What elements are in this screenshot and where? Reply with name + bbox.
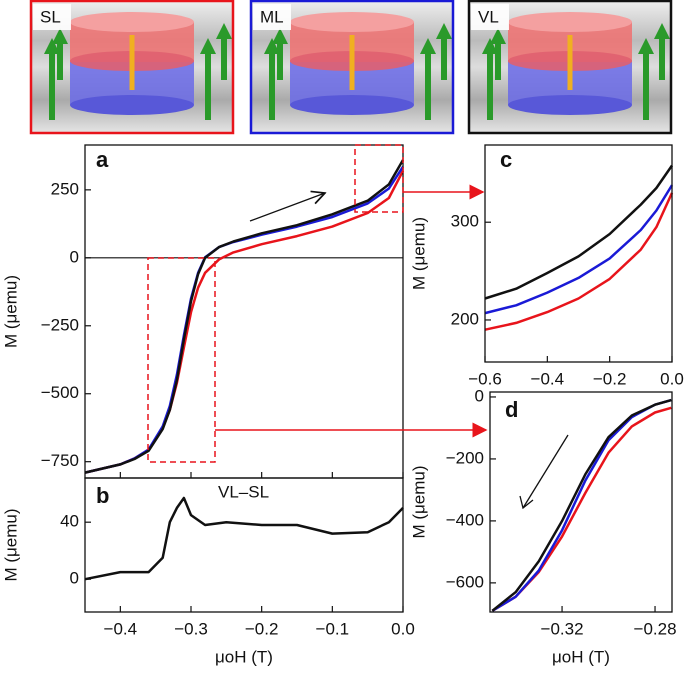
plot-frame: [484, 144, 673, 363]
field-arrow-head: [52, 28, 68, 44]
letter-bg: [92, 149, 114, 173]
inset: ML: [249, 0, 455, 135]
data-line: [484, 192, 674, 331]
inset-frame: [467, 0, 673, 135]
sweep-arrow: [249, 193, 325, 222]
x-axis-label: μoH (T): [552, 647, 610, 666]
inset-label: SL: [40, 7, 61, 26]
x-tick-label: −0.2: [593, 369, 627, 388]
field-arrow-head: [638, 38, 654, 54]
layer-bottom: [70, 95, 194, 115]
field-arrow-head: [654, 23, 670, 39]
y-axis-label: M (μemu): [409, 465, 428, 538]
y-tick-label: 300: [451, 212, 479, 231]
layer-top: [290, 12, 414, 32]
data-line: [484, 164, 674, 300]
x-tick-label: −0.1: [316, 619, 350, 638]
y-tick-label: −500: [41, 383, 79, 402]
y-tick-label: 200: [451, 309, 479, 328]
x-tick-label: −0.28: [634, 619, 677, 638]
y-axis-label: M (μemu): [1, 508, 20, 581]
y-tick-label: −400: [446, 510, 484, 529]
y-tick-label: −250: [41, 315, 79, 334]
y-tick-label: 250: [51, 179, 79, 198]
field-arrow-head: [420, 38, 436, 54]
panel: 200 300 −0.6 −0.4 −0.2 0.0 c M (μemu): [409, 144, 684, 388]
data-line: [491, 398, 672, 612]
panel: 250 0 −250 −500 −750 a M (μemu): [1, 144, 405, 479]
y-tick-label: 0: [70, 247, 79, 266]
x-tick-label: −0.3: [174, 619, 208, 638]
label-bg: [33, 4, 71, 30]
insets: SL ML VL: [29, 0, 673, 135]
inset-label: VL: [478, 7, 499, 26]
y-tick-label: 40: [60, 512, 79, 531]
sweep-arrow-head: [519, 495, 534, 510]
y-tick-label: −200: [446, 448, 484, 467]
inset: SL: [29, 0, 235, 135]
x-tick-label: −0.6: [468, 369, 502, 388]
letter-bg: [92, 485, 114, 509]
x-tick-label: −0.4: [104, 619, 138, 638]
x-tick-label: −0.4: [531, 369, 565, 388]
y-tick-label: −750: [41, 451, 79, 470]
panel-letter: a: [96, 147, 109, 172]
x-tick-label: −0.32: [541, 619, 584, 638]
data-line: [491, 398, 672, 612]
field-arrow-head: [482, 38, 498, 54]
field-arrow-head: [200, 38, 216, 54]
field-arrow-head: [44, 38, 60, 54]
field-arrow-head: [216, 23, 232, 39]
zoom-box: [147, 257, 216, 463]
data-line: [484, 184, 674, 315]
layer-top: [508, 12, 632, 32]
data-line: [84, 496, 404, 581]
sweep-arrow: [522, 434, 569, 509]
inset-frame: [29, 0, 235, 135]
panel: 0 −200 −400 −600 −0.32 −0.28 d M (μemu) μoH (T): [409, 386, 676, 666]
data-line: [84, 159, 405, 474]
inset: VL: [467, 0, 673, 135]
inset-label: ML: [260, 7, 284, 26]
field-arrow-head: [272, 28, 288, 44]
plot-frame: [489, 391, 673, 613]
panel-letter: d: [505, 397, 518, 422]
y-tick-label: 0: [475, 386, 484, 405]
plot-frame: [84, 477, 404, 613]
y-tick-label: −600: [446, 572, 484, 591]
label-bg: [471, 4, 509, 30]
zoom-box: [354, 144, 404, 213]
y-tick-label: 0: [70, 569, 79, 588]
panel-letter: c: [500, 147, 512, 172]
y-axis-label: M (μemu): [409, 217, 428, 290]
x-tick-label: 0.0: [660, 369, 684, 388]
field-arrow-head: [490, 28, 506, 44]
panel-letter: b: [96, 483, 109, 508]
layer-bottom: [290, 95, 414, 115]
panel: 0 40 −0.4 −0.3 −0.2 −0.1 0.0 b VL–SL M (μemu) μoH …: [1, 477, 415, 666]
x-axis-label: μoH (T): [215, 647, 273, 666]
layer-top: [70, 12, 194, 32]
letter-bg: [496, 149, 518, 173]
data-line: [491, 406, 672, 612]
letter-bg: [501, 399, 523, 423]
y-axis-label: M (μemu): [1, 275, 20, 348]
plots: 250 0 −250 −500 −750 a M (μemu) 0 40 −0.4 −0.3 −0.2…: [1, 144, 684, 666]
field-arrow-head: [264, 38, 280, 54]
data-line: [84, 170, 405, 474]
label-bg: [253, 4, 291, 30]
layer-bottom: [508, 95, 632, 115]
field-arrow-head: [436, 23, 452, 39]
inset-frame: [249, 0, 455, 135]
annotation: VL–SL: [218, 482, 269, 501]
x-tick-label: −0.2: [245, 619, 279, 638]
x-tick-label: 0.0: [391, 619, 415, 638]
